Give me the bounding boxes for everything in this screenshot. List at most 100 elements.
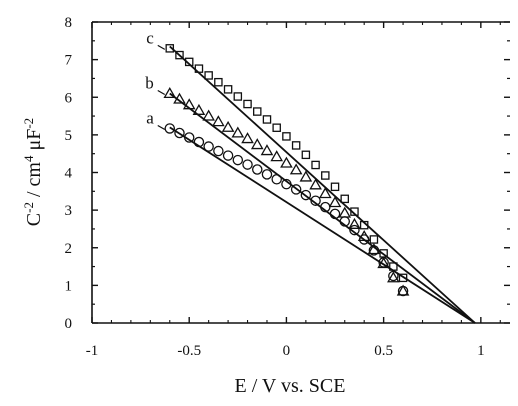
series-label-leader-c xyxy=(157,44,166,50)
data-point-a xyxy=(213,145,224,157)
data-point-b xyxy=(280,156,293,168)
data-point-b xyxy=(396,284,410,296)
series-a: a xyxy=(146,108,476,324)
data-point-b xyxy=(367,243,381,255)
series-label-b: b xyxy=(145,73,154,92)
data-point-b xyxy=(377,257,390,269)
x-tick-label: -1 xyxy=(86,343,99,359)
data-point-c xyxy=(204,71,213,80)
x-tick-label: 1 xyxy=(477,343,485,359)
y-title-mu: μ xyxy=(23,140,45,156)
x-tick-label: -0.5 xyxy=(177,343,201,359)
data-point-a xyxy=(222,150,234,161)
data-point-c xyxy=(389,262,398,271)
data-point-c xyxy=(291,141,301,150)
data-point-c xyxy=(175,50,184,60)
data-point-a xyxy=(261,169,273,180)
data-point-c xyxy=(223,85,233,94)
data-point-a xyxy=(349,224,360,236)
data-point-b xyxy=(260,144,274,156)
series-layer: ab c xyxy=(145,28,476,324)
series-c: c xyxy=(146,28,476,324)
data-point-b xyxy=(338,206,352,218)
data-point-b xyxy=(328,196,342,208)
data-point-a xyxy=(203,141,214,152)
data-point-a xyxy=(252,164,263,175)
y-tick-label: 0 xyxy=(65,316,73,332)
data-point-c xyxy=(398,273,408,283)
data-point-c xyxy=(253,107,262,116)
y-title-exp1: -2 xyxy=(21,202,36,213)
data-point-c xyxy=(194,64,204,73)
data-point-c xyxy=(184,57,194,67)
data-point-c xyxy=(233,92,243,101)
data-point-b xyxy=(163,86,177,99)
series-label-c: c xyxy=(146,28,154,47)
data-point-b xyxy=(299,170,313,182)
data-point-c xyxy=(321,171,330,180)
data-point-c xyxy=(214,77,223,87)
data-point-b xyxy=(202,109,215,121)
data-point-b xyxy=(387,271,400,283)
data-point-a xyxy=(183,132,195,143)
data-point-c xyxy=(262,115,272,124)
data-point-a xyxy=(164,123,176,134)
series-b: b xyxy=(145,73,476,324)
data-point-c xyxy=(350,207,359,216)
y-tick-label: 2 xyxy=(65,241,73,257)
data-point-c xyxy=(282,132,291,141)
series-label-a: a xyxy=(146,108,154,127)
fit-line-a xyxy=(169,126,476,324)
data-point-a xyxy=(300,189,312,201)
data-point-b xyxy=(250,138,264,150)
y-title-exp3: -2 xyxy=(21,118,36,129)
data-point-c xyxy=(272,123,281,132)
data-point-c xyxy=(369,235,379,244)
y-title-unit: F xyxy=(23,129,45,140)
data-point-b xyxy=(231,126,245,138)
data-point-b xyxy=(173,92,186,104)
data-point-b xyxy=(241,132,254,144)
data-point-a xyxy=(193,136,205,148)
x-tick-label: 0.5 xyxy=(374,343,393,359)
y-title-mid: / cm xyxy=(23,162,45,202)
fit-line-c xyxy=(169,45,476,324)
data-point-b xyxy=(221,120,235,132)
data-point-c xyxy=(359,220,369,230)
y-tick-label: 3 xyxy=(65,203,73,219)
y-tick-label: 7 xyxy=(65,53,73,69)
data-point-a xyxy=(242,159,253,170)
data-point-a xyxy=(290,184,302,195)
data-point-b xyxy=(309,178,322,190)
y-tick-label: 1 xyxy=(65,278,73,294)
data-point-b xyxy=(192,103,206,115)
fit-line-b xyxy=(169,92,476,324)
data-point-c xyxy=(165,44,175,53)
data-point-b xyxy=(182,98,196,110)
plot-axes xyxy=(91,21,510,324)
data-point-b xyxy=(212,115,225,127)
data-point-a xyxy=(174,127,185,139)
x-axis-title: E / V vs. SCE xyxy=(235,375,346,397)
x-tick-label: 0 xyxy=(283,343,291,359)
data-point-c xyxy=(301,150,311,160)
y-axis-title: C-2 / cm4 μF-2 xyxy=(21,118,46,226)
y-tick-label: 5 xyxy=(65,128,73,144)
data-point-c xyxy=(330,182,340,192)
data-point-c xyxy=(379,249,388,258)
data-point-b xyxy=(357,229,371,242)
tick-labels: 0 1 2 3 4 5 6 7 8 -1 -0.5 0 0.5 1 xyxy=(65,15,485,359)
y-title-exp2: 4 xyxy=(21,155,36,162)
y-tick-label: 8 xyxy=(65,15,73,31)
y-title-base: C xyxy=(23,213,45,226)
data-point-c xyxy=(243,99,252,109)
y-tick-label: 4 xyxy=(65,166,73,182)
data-point-b xyxy=(270,150,284,162)
data-point-c xyxy=(311,160,320,170)
data-point-a xyxy=(232,154,244,166)
series-label-leader-a xyxy=(157,124,166,130)
data-point-b xyxy=(289,163,303,175)
y-tick-label: 6 xyxy=(65,90,73,106)
series-label-leader-b xyxy=(157,89,166,96)
